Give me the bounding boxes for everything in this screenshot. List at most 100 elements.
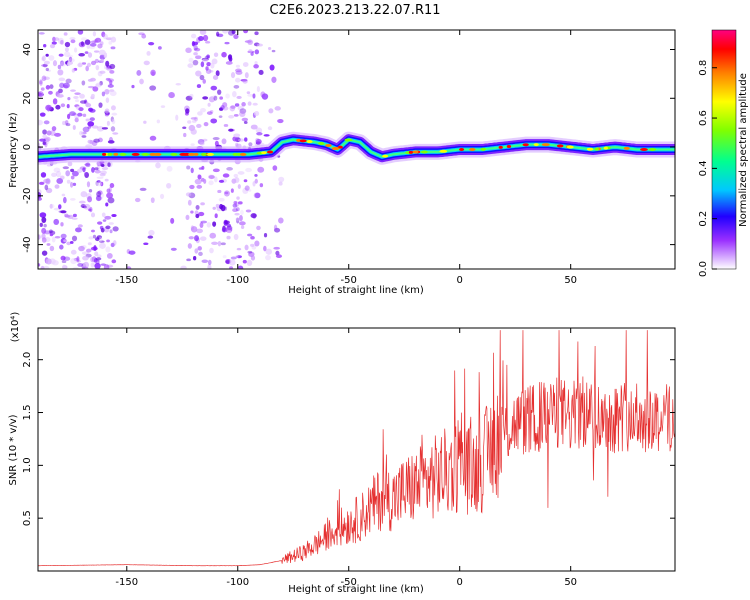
heatmap-speckle-cell xyxy=(100,163,105,167)
heatmap-speckle-cell xyxy=(84,163,90,166)
heatmap-speckle-cell xyxy=(148,41,155,46)
heatmap-speckle-cell xyxy=(200,202,205,206)
heatmap-speckle-cell xyxy=(225,93,230,99)
heatmap-speckle-cell xyxy=(78,200,86,204)
heatmap-speckle-cell xyxy=(200,220,208,224)
heatmap-x-tick-label: 0 xyxy=(457,275,463,286)
heatmap-speckle-cell xyxy=(278,181,283,186)
heatmap-speckle-cell xyxy=(224,41,230,45)
heatmap-speckle-cell xyxy=(263,245,267,252)
heatmap-speckle-cell xyxy=(72,125,76,130)
heatmap-speckle-cell xyxy=(195,213,200,219)
heatmap-speckle-cell xyxy=(51,126,57,132)
heatmap-speckle-cell xyxy=(94,169,101,174)
heatmap-speckle-cell xyxy=(74,117,79,123)
heatmap-speckle-cell xyxy=(236,95,242,100)
heatmap-speckle-cell xyxy=(99,173,106,177)
heatmap-speckle-cell xyxy=(105,246,111,253)
heatmap-speckle-cell xyxy=(101,31,106,38)
snr-series-line xyxy=(38,330,675,567)
heatmap-speckle-cell xyxy=(64,51,71,58)
heatmap-speckle-cell xyxy=(139,78,144,85)
heatmap-speckle-cell xyxy=(105,77,111,81)
heatmap-speckle-cell xyxy=(188,236,194,240)
heatmap-speckle-cell xyxy=(221,51,227,58)
heatmap-speckle-cell xyxy=(134,197,141,203)
heatmap-speckle-cell xyxy=(95,82,102,88)
heatmap-speckle-cell xyxy=(197,111,203,116)
heatmap-speckle xyxy=(38,30,285,269)
heatmap-hotspot xyxy=(623,146,630,150)
snr-y-ticks: 0.5 1.0 1.5 2.0 xyxy=(22,352,675,526)
snr-x-tick-label: 50 xyxy=(564,577,577,588)
heatmap-speckle-cell xyxy=(230,71,236,79)
heatmap-speckle-cell xyxy=(207,259,212,266)
heatmap-speckle-cell xyxy=(242,62,249,67)
colorbar-label: Normalized spectral amplitude xyxy=(738,73,749,227)
heatmap-speckle-cell xyxy=(38,197,42,201)
heatmap-speckle-cell xyxy=(201,259,209,263)
heatmap-speckle-cell xyxy=(79,93,85,99)
heatmap-speckle-cell xyxy=(192,256,197,261)
heatmap-speckle-cell xyxy=(97,71,103,77)
heatmap-speckle-cell xyxy=(94,167,99,171)
heatmap-hotspot xyxy=(102,152,107,156)
heatmap-speckle-cell xyxy=(41,216,47,224)
heatmap-speckle-cell xyxy=(108,136,114,144)
heatmap-speckle-cell xyxy=(100,227,105,233)
colorbar-ticks: 0.0 0.2 0.4 0.6 0.8 xyxy=(698,60,717,277)
heatmap-speckle-cell xyxy=(96,254,102,258)
heatmap-speckle-cell xyxy=(240,209,244,216)
heatmap-speckle-cell xyxy=(60,255,66,261)
heatmap-speckle-cell xyxy=(109,229,113,234)
heatmap-speckle-cell xyxy=(256,43,264,47)
heatmap-speckle-cell xyxy=(237,171,245,175)
heatmap-speckle-cell xyxy=(39,79,44,82)
heatmap-speckle-cell xyxy=(81,62,87,65)
heatmap-speckle-cell xyxy=(76,256,80,263)
heatmap-speckle-cell xyxy=(77,262,84,267)
heatmap-speckle-cell xyxy=(105,202,109,207)
heatmap-speckle-cell xyxy=(67,113,71,120)
snr-plot-area xyxy=(38,328,675,571)
heatmap-speckle-cell xyxy=(84,172,88,175)
heatmap-speckle-cell xyxy=(190,143,195,147)
heatmap-hotspot xyxy=(131,152,140,156)
heatmap-speckle-cell xyxy=(247,250,253,254)
heatmap-speckle-cell xyxy=(43,120,50,125)
heatmap-speckle-cell xyxy=(265,248,273,255)
heatmap-speckle-cell xyxy=(62,120,66,126)
heatmap-speckle-cell xyxy=(139,187,147,191)
heatmap-speckle-cell xyxy=(110,242,115,248)
heatmap-speckle-cell xyxy=(191,33,197,39)
heatmap-speckle-cell xyxy=(222,106,229,111)
heatmap-hotspot xyxy=(594,147,599,151)
heatmap-speckle-cell xyxy=(195,205,200,210)
heatmap-speckle-cell xyxy=(74,99,80,103)
heatmap-speckle-cell xyxy=(218,197,225,202)
heatmap-speckle-cell xyxy=(230,256,237,260)
heatmap-speckle-cell xyxy=(53,37,60,41)
heatmap-speckle-cell xyxy=(69,37,76,41)
snr-panel: -150 -100 -50 0 50 0.5 1.0 1.5 2.0 Height of st… xyxy=(8,312,676,595)
heatmap-speckle-cell xyxy=(254,173,258,177)
heatmap-speckle-cell xyxy=(59,82,65,89)
heatmap-speckle-cell xyxy=(64,41,71,48)
heatmap-x-label: Height of straight line (km) xyxy=(288,285,424,296)
heatmap-hotspot xyxy=(299,139,307,143)
heatmap-speckle-cell xyxy=(233,233,239,241)
heatmap-speckle-cell xyxy=(196,228,203,234)
heatmap-speckle-cell xyxy=(147,235,154,239)
heatmap-speckle-cell xyxy=(94,37,102,43)
heatmap-hotspot xyxy=(506,145,512,149)
heatmap-speckle-cell xyxy=(93,245,97,252)
heatmap-speckle-cell xyxy=(89,77,96,82)
heatmap-hotspot xyxy=(556,144,564,148)
heatmap-speckle-cell xyxy=(188,124,196,132)
heatmap-speckle-cell xyxy=(89,139,94,145)
heatmap-speckle-cell xyxy=(87,121,95,127)
heatmap-speckle-cell xyxy=(226,223,232,228)
heatmap-speckle-cell xyxy=(206,61,211,67)
heatmap-speckle-cell xyxy=(258,69,264,75)
heatmap-speckle-cell xyxy=(213,52,219,58)
